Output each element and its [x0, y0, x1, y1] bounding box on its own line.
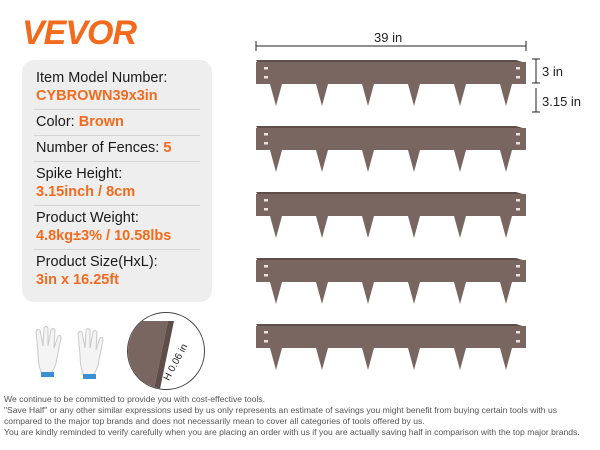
spec-label: Product Size(HxL): — [36, 254, 158, 270]
spike-label: 3.15 in — [542, 94, 581, 109]
fence-panel — [256, 324, 526, 370]
disclaimer-line: You are kindly reminded to verify carefu… — [4, 427, 580, 437]
spec-label: Color: — [36, 114, 75, 130]
spec-value: CYBROWN39x3in — [36, 88, 158, 104]
spec-row-weight: Product Weight: 4.8kg±3% / 10.58lbs — [34, 206, 200, 250]
spec-label: Spike Height: — [36, 166, 123, 182]
spec-label: Product Weight: — [36, 210, 139, 226]
spec-row-color: Color: Brown — [34, 110, 200, 136]
spec-value: 3.15inch / 8cm — [36, 184, 136, 200]
spec-value: 3in x 16.25ft — [36, 272, 120, 288]
disclaimer-line: "Save Half" or any other similar express… — [4, 405, 558, 415]
spec-value: Brown — [78, 114, 124, 130]
length-label: 39 in — [374, 30, 402, 45]
fence-panel — [256, 192, 526, 238]
zoom-detail-icon: H 0.06 in — [127, 312, 205, 390]
spec-row-fences: Number of Fences: 5 — [34, 136, 200, 162]
fence-stack: 39 in 3 in 3.15 in — [255, 30, 581, 370]
fence-panel — [256, 258, 526, 304]
spec-card: Item Model Number: CYBROWN39x3in Color: … — [22, 60, 212, 302]
brand-logo: VEVOR — [22, 14, 137, 52]
spec-value: 4.8kg±3% / 10.58lbs — [36, 228, 172, 244]
spec-row-model: Item Model Number: CYBROWN39x3in — [34, 66, 200, 110]
spec-label: Item Model Number: — [36, 70, 168, 86]
zoom-detail-drawing — [128, 321, 174, 389]
spec-row-spike-height: Spike Height: 3.15inch / 8cm — [34, 162, 200, 206]
disclaimer-line: compared to the major top brands and doe… — [4, 416, 425, 426]
fence-panel — [256, 126, 526, 172]
gloves-icon — [35, 326, 104, 379]
spec-row-size: Product Size(HxL): 3in x 16.25ft — [34, 250, 200, 293]
disclaimer-line: We continue to be committed to provide y… — [4, 394, 265, 404]
spec-value: 5 — [163, 140, 172, 156]
fence-panel — [256, 60, 526, 106]
disclaimer: We continue to be committed to provide y… — [4, 394, 598, 438]
height-label: 3 in — [542, 64, 563, 79]
spec-label: Number of Fences: — [36, 140, 160, 156]
